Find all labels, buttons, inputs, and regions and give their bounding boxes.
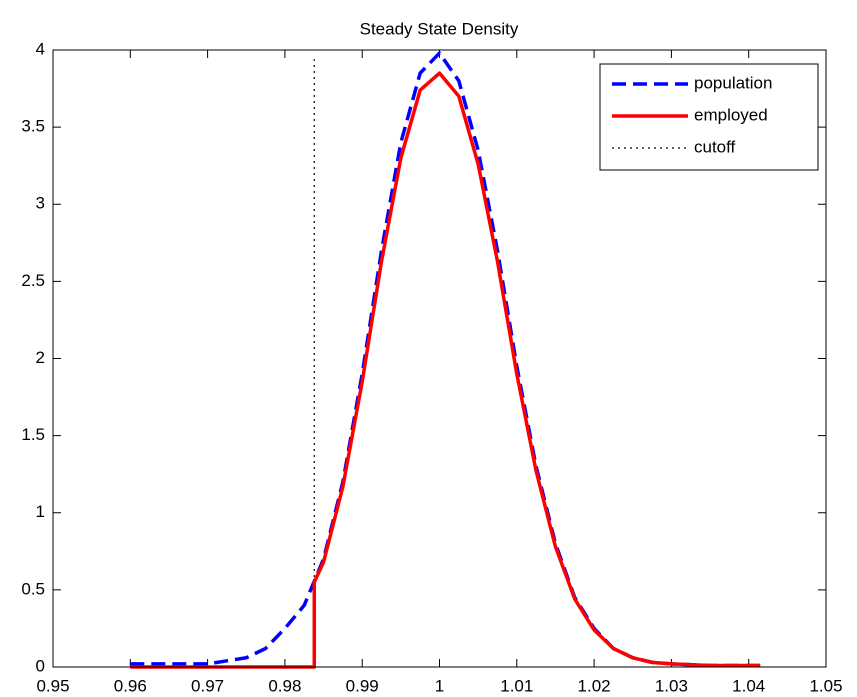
y-tick-label: 2.5	[21, 271, 45, 290]
x-tick-label: 1.04	[732, 676, 765, 695]
x-tick-label: 1	[435, 676, 444, 695]
legend-label: employed	[694, 105, 768, 124]
y-tick-label: 3.5	[21, 117, 45, 136]
legend-label: cutoff	[694, 137, 736, 156]
x-tick-label: 1.01	[500, 676, 533, 695]
series-line	[130, 71, 761, 669]
series-line	[130, 51, 761, 668]
x-tick-label: 0.95	[36, 676, 69, 695]
y-tick-label: 3	[36, 194, 45, 213]
x-tick-label: 0.98	[268, 676, 301, 695]
y-tick-label: 1.5	[21, 425, 45, 444]
x-tick-label: 0.99	[346, 676, 379, 695]
y-tick-label: 1	[36, 502, 45, 521]
y-tick-label: 2	[36, 348, 45, 367]
x-tick-label: 0.97	[191, 676, 224, 695]
y-tick-label: 0.5	[21, 579, 45, 598]
chart-title: Steady State Density	[360, 19, 519, 38]
legend-label: population	[694, 73, 772, 92]
plot-frame	[52, 49, 827, 668]
x-tick-label: 0.96	[114, 676, 147, 695]
x-tick-label: 1.05	[809, 676, 842, 695]
y-tick-label: 0	[36, 656, 45, 675]
y-tick-label: 4	[36, 39, 45, 58]
x-tick-label: 1.02	[578, 676, 611, 695]
x-tick-label: 1.03	[655, 676, 688, 695]
